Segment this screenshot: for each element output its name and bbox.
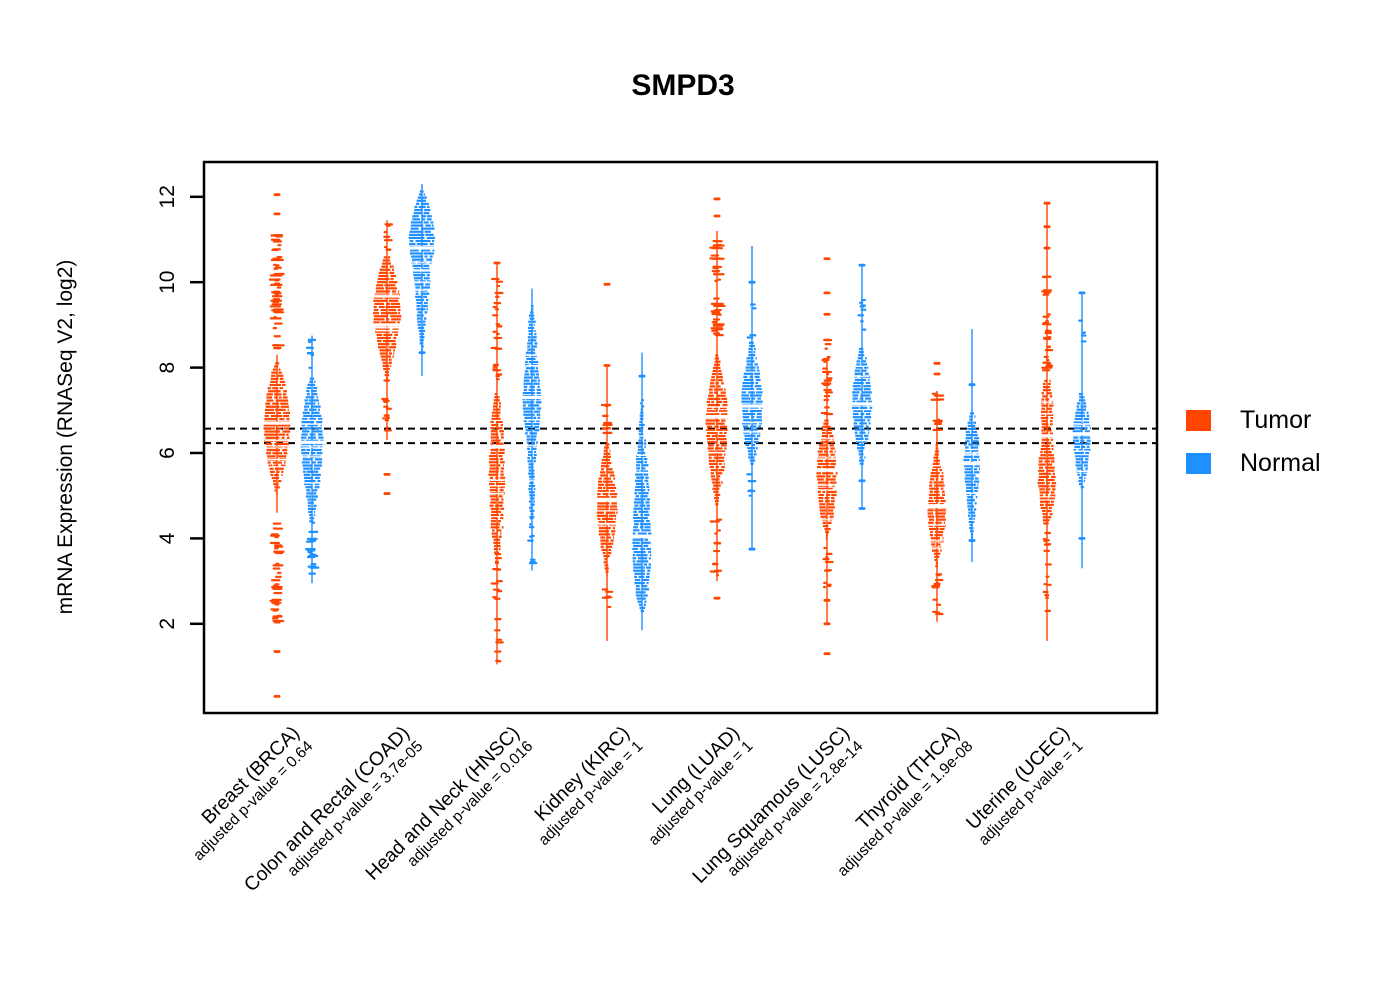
violin-tumor-thyroid-thca — [924, 361, 950, 622]
y-tick-label: 10 — [156, 271, 179, 294]
median-line — [738, 404, 766, 408]
violin-tumor-kidney-kirc — [593, 282, 621, 641]
legend-label: Tumor — [1240, 406, 1311, 434]
y-axis-label: mRNA Expression (RNASeq V2, log2) — [54, 260, 77, 615]
median-line — [370, 323, 404, 327]
x-group-label: Kidney (KIRC)adjusted p-value = 1 — [530, 722, 646, 849]
violin-normal-lung-luad — [738, 245, 766, 551]
y-tick-label: 6 — [156, 447, 179, 459]
y-tick-label: 8 — [156, 362, 179, 374]
violin-tumor-lung-squamous-lusc — [813, 257, 841, 656]
violin-normal-thyroid-thca — [960, 329, 984, 562]
violin-tumor-breast-brca — [260, 193, 294, 698]
x-group-label: Uterine (UCEC)adjusted p-value = 1 — [962, 722, 1086, 849]
median-line — [297, 440, 327, 444]
median-line — [848, 402, 876, 406]
median-line — [405, 246, 439, 250]
x-label-pvalue: adjusted p-value = 0.016 — [404, 738, 536, 870]
violin-normal-uterine-ucec — [1069, 291, 1095, 569]
violin-normal-kidney-kirc — [629, 352, 655, 631]
median-line — [1037, 434, 1057, 438]
violin-normal-lung-squamous-lusc — [848, 263, 876, 510]
y-tick-label: 2 — [156, 618, 179, 630]
legend-swatch — [1186, 410, 1211, 431]
median-line — [960, 462, 984, 466]
violin-normal-breast-brca — [297, 335, 327, 584]
x-axis-labels: Breast (BRCA)adjusted p-value = 0.64Colo… — [190, 722, 1086, 896]
legend-item-normal: Normal — [1186, 449, 1321, 477]
y-tick-label: 4 — [156, 532, 179, 544]
violin-tumor-lung-luad — [702, 197, 732, 600]
violin-tumor-colon-and-rectal-coad — [370, 220, 404, 495]
median-line — [260, 421, 294, 425]
median-line — [519, 395, 545, 400]
legend-item-tumor: Tumor — [1186, 406, 1311, 434]
legend-label: Normal — [1240, 449, 1321, 477]
legend: Tumor Normal — [1186, 406, 1321, 477]
median-line — [1069, 432, 1095, 436]
plot-border — [202, 160, 1159, 715]
axis-layer: 2 4 6 8 10 12 — [156, 185, 204, 630]
median-line — [924, 504, 950, 508]
chart-title: SMPD3 — [631, 69, 734, 102]
violin-layer — [260, 183, 1095, 698]
median-line — [593, 498, 621, 502]
median-line — [813, 468, 841, 472]
violin-normal-colon-and-rectal-coad — [405, 183, 439, 377]
violin-normal-head-and-neck-hnsc — [519, 288, 545, 571]
reference-lines — [204, 427, 1157, 445]
median-line — [486, 444, 508, 449]
violin-tumor-uterine-ucec — [1037, 201, 1057, 641]
median-line — [629, 534, 655, 538]
y-tick-label: 12 — [156, 185, 179, 208]
legend-swatch — [1186, 453, 1211, 474]
violin-tumor-head-and-neck-hnsc — [486, 261, 508, 665]
median-line — [702, 415, 732, 419]
